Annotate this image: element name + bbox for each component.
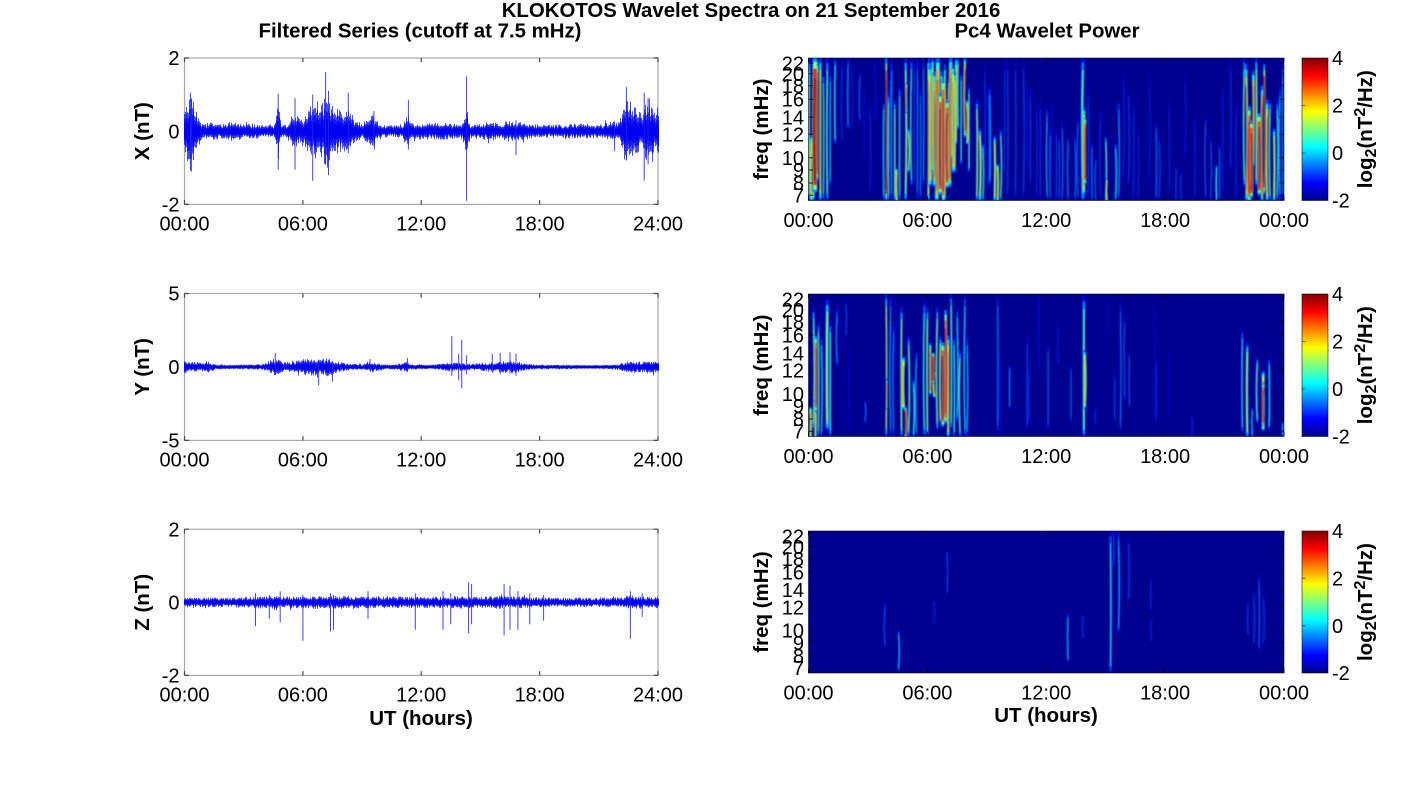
svg-text:14: 14: [782, 580, 804, 602]
svg-text:12:00: 12:00: [396, 685, 446, 707]
svg-text:0: 0: [1332, 616, 1343, 638]
svg-text:-2: -2: [1332, 663, 1350, 685]
svg-text:9: 9: [793, 633, 804, 655]
svg-text:00:00: 00:00: [159, 450, 209, 472]
svg-text:16: 16: [782, 325, 804, 347]
svg-text:8: 8: [793, 173, 804, 195]
svg-text:2: 2: [168, 48, 179, 70]
svg-text:12: 12: [782, 361, 804, 383]
svg-text:12:00: 12:00: [396, 450, 446, 472]
svg-text:06:00: 06:00: [902, 682, 952, 704]
svg-text:06:00: 06:00: [902, 210, 952, 232]
svg-text:18:00: 18:00: [1140, 210, 1190, 232]
svg-text:22: 22: [782, 289, 804, 311]
svg-text:22: 22: [782, 526, 804, 548]
svg-text:2: 2: [1332, 569, 1343, 591]
svg-text:7: 7: [793, 658, 804, 680]
svg-text:20: 20: [782, 64, 804, 86]
svg-text:0: 0: [168, 357, 179, 379]
svg-text:9: 9: [793, 160, 804, 182]
svg-text:18: 18: [782, 312, 804, 334]
svg-text:20: 20: [782, 300, 804, 322]
svg-text:-2: -2: [1332, 191, 1350, 213]
svg-text:18:00: 18:00: [515, 214, 565, 236]
svg-text:12:00: 12:00: [1021, 446, 1071, 468]
svg-text:06:00: 06:00: [278, 685, 328, 707]
svg-text:2: 2: [168, 519, 179, 541]
svg-text:00:00: 00:00: [783, 210, 833, 232]
svg-text:18:00: 18:00: [515, 685, 565, 707]
svg-text:UT (hours): UT (hours): [994, 704, 1098, 727]
svg-text:10: 10: [782, 621, 804, 643]
svg-text:7: 7: [793, 185, 804, 207]
svg-text:4: 4: [1332, 284, 1343, 306]
svg-text:0: 0: [168, 121, 179, 143]
svg-text:00:00: 00:00: [1259, 210, 1309, 232]
svg-text:Pc4 Wavelet Power: Pc4 Wavelet Power: [954, 21, 1139, 43]
svg-text:00:00: 00:00: [1259, 446, 1309, 468]
svg-text:freq (mHz): freq (mHz): [750, 315, 773, 416]
svg-text:24:00: 24:00: [633, 450, 683, 472]
svg-text:4: 4: [1332, 521, 1343, 543]
svg-text:0: 0: [168, 593, 179, 615]
svg-text:16: 16: [782, 89, 804, 111]
svg-text:KLOKOTOS Wavelet Spectra on 21: KLOKOTOS Wavelet Spectra on 21 September…: [502, 0, 1001, 22]
svg-text:22: 22: [782, 53, 804, 75]
svg-text:8: 8: [793, 646, 804, 668]
svg-text:12:00: 12:00: [1021, 210, 1071, 232]
svg-text:Y (nT): Y (nT): [131, 338, 154, 396]
svg-text:24:00: 24:00: [633, 685, 683, 707]
svg-text:log2(nT2/Hz): log2(nT2/Hz): [1352, 306, 1380, 424]
svg-text:00:00: 00:00: [159, 685, 209, 707]
svg-text:2: 2: [1332, 332, 1343, 354]
svg-text:2: 2: [1332, 96, 1343, 118]
svg-text:UT (hours): UT (hours): [369, 707, 473, 730]
svg-text:0: 0: [1332, 379, 1343, 401]
svg-text:Filtered Series (cutoff at 7.5: Filtered Series (cutoff at 7.5 mHz): [259, 21, 582, 43]
svg-text:5: 5: [168, 284, 179, 306]
svg-text:00:00: 00:00: [783, 446, 833, 468]
svg-text:-2: -2: [162, 666, 180, 688]
svg-text:-2: -2: [162, 195, 180, 217]
svg-text:24:00: 24:00: [633, 214, 683, 236]
svg-text:06:00: 06:00: [278, 214, 328, 236]
svg-text:freq (mHz): freq (mHz): [750, 551, 773, 652]
svg-text:-5: -5: [162, 431, 180, 453]
svg-text:12: 12: [782, 597, 804, 619]
svg-text:X (nT): X (nT): [131, 102, 154, 160]
svg-text:06:00: 06:00: [278, 450, 328, 472]
svg-text:8: 8: [793, 409, 804, 431]
svg-text:14: 14: [782, 343, 804, 365]
svg-text:18:00: 18:00: [1140, 682, 1190, 704]
svg-text:00:00: 00:00: [783, 682, 833, 704]
svg-text:9: 9: [793, 396, 804, 418]
svg-text:18:00: 18:00: [515, 450, 565, 472]
svg-text:20: 20: [782, 537, 804, 559]
svg-text:18:00: 18:00: [1140, 446, 1190, 468]
svg-text:-2: -2: [1332, 427, 1350, 449]
svg-text:18: 18: [782, 549, 804, 571]
svg-text:10: 10: [782, 148, 804, 170]
svg-text:00:00: 00:00: [1259, 682, 1309, 704]
svg-text:0: 0: [1332, 143, 1343, 165]
svg-text:12:00: 12:00: [1021, 682, 1071, 704]
svg-text:Z (nT): Z (nT): [131, 574, 154, 631]
svg-text:06:00: 06:00: [902, 446, 952, 468]
svg-text:7: 7: [793, 421, 804, 443]
svg-text:log2(nT2/Hz): log2(nT2/Hz): [1352, 70, 1380, 188]
svg-text:12: 12: [782, 125, 804, 147]
svg-text:00:00: 00:00: [159, 214, 209, 236]
svg-text:4: 4: [1332, 48, 1343, 70]
svg-text:14: 14: [782, 107, 804, 129]
svg-text:freq (mHz): freq (mHz): [750, 79, 773, 180]
svg-text:16: 16: [782, 562, 804, 584]
svg-text:10: 10: [782, 384, 804, 406]
svg-text:log2(nT2/Hz): log2(nT2/Hz): [1352, 543, 1380, 661]
svg-text:18: 18: [782, 76, 804, 98]
svg-text:12:00: 12:00: [396, 214, 446, 236]
